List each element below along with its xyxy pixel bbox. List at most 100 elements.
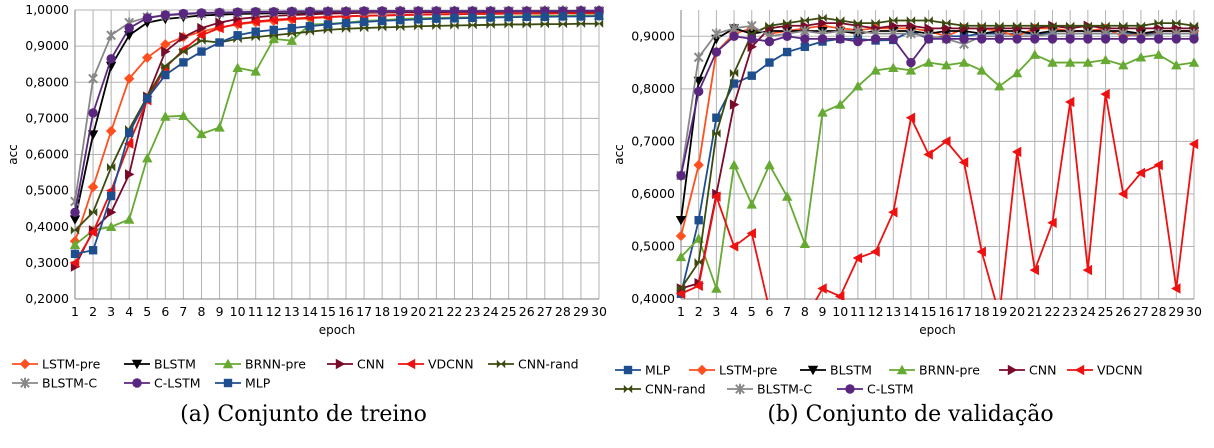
legend-marker <box>896 364 908 375</box>
point-cnn-rand-half <box>981 21 986 30</box>
x-tick-label: 5 <box>748 304 756 319</box>
point-blstm-c <box>906 28 916 39</box>
point-mlp <box>215 38 224 47</box>
point-c-lstm <box>196 8 207 18</box>
point-lstm-pre <box>87 181 99 193</box>
x-tick-label: 9 <box>216 304 224 319</box>
point-cnn-rand <box>694 258 699 267</box>
chart-panel-training: 0,2000 0,3000 0,4000 0,5000 0,6000 0,7000 0,80… <box>6 2 607 427</box>
point-cnn-rand-half <box>698 258 703 267</box>
point-mlp <box>522 12 531 22</box>
point-cnn-rand <box>1154 18 1159 28</box>
point-c-lstm <box>1189 34 1199 44</box>
point-cnn-rand <box>197 36 202 45</box>
x-tick-label: 3 <box>712 304 720 319</box>
point-mlp <box>594 11 604 21</box>
point-cnn-rand <box>558 19 563 29</box>
x-tick-label: 16 <box>938 304 954 319</box>
point-blstm-c <box>711 28 722 39</box>
point-c-lstm <box>323 6 333 17</box>
point-cnn-rand <box>1136 21 1141 30</box>
point-c-lstm <box>377 6 387 16</box>
training-accuracy-chart: 0,2000 0,3000 0,4000 0,5000 0,6000 0,7000 0,80… <box>6 2 607 391</box>
point-brnn-pre <box>1029 49 1040 59</box>
x-tick-label: 25 <box>501 304 517 319</box>
point-vdcnn <box>87 226 98 238</box>
point-cnn-rand-half <box>201 36 206 45</box>
point-brnn-pre <box>1064 57 1076 67</box>
point-cnn-rand-half <box>946 18 951 28</box>
point-blstm-c <box>693 52 704 63</box>
point-c-lstm <box>747 34 757 44</box>
point-mlp <box>143 94 152 103</box>
point-brnn-pre <box>781 191 793 201</box>
y-tick-label: 0,7000 <box>25 110 69 125</box>
point-vdcnn <box>1188 138 1199 150</box>
point-cnn-rand-half <box>75 226 80 235</box>
x-tick-label: 12 <box>868 304 884 319</box>
legend-marker <box>132 378 142 388</box>
point-vdcnn <box>941 136 951 147</box>
point-cnn-rand-half <box>928 16 933 25</box>
point-cnn-rand-half <box>418 22 423 31</box>
point-brnn-pre <box>250 66 261 76</box>
series-lstm-pre <box>69 7 605 247</box>
legend-label: CNN <box>1029 363 1056 378</box>
point-cnn-rand-half <box>472 20 477 30</box>
point-brnn-pre <box>1047 57 1058 67</box>
series-cnn-rand <box>70 19 604 235</box>
point-vdcnn <box>1135 167 1146 179</box>
point-c-lstm <box>711 47 722 57</box>
point-c-lstm <box>70 207 80 217</box>
point-c-lstm <box>977 34 987 44</box>
point-c-lstm <box>106 54 116 64</box>
point-vdcnn <box>286 13 297 24</box>
x-tick-label: 25 <box>1098 304 1114 319</box>
point-cnn-rand-half <box>875 18 880 28</box>
point-brnn-pre <box>1082 57 1094 67</box>
point-cnn-rand-half <box>1123 21 1128 30</box>
point-lstm-pre <box>675 230 687 242</box>
x-tick-label: 30 <box>1186 304 1202 319</box>
point-c-lstm <box>269 7 279 17</box>
x-tick-label: 14 <box>903 304 919 319</box>
series-cnn-rand <box>676 13 1199 293</box>
x-tick-label: 14 <box>302 304 318 319</box>
caption-validation: (b) Conjunto de validação <box>767 402 1054 427</box>
x-tick-label: 1 <box>71 304 79 319</box>
point-mlp <box>800 42 810 51</box>
point-cnn-rand <box>70 226 75 235</box>
point-cnn-rand <box>1083 21 1088 30</box>
y-tick-label: 0,8000 <box>25 74 69 89</box>
point-mlp <box>179 58 188 67</box>
point-mlp <box>576 12 586 21</box>
legend-label: BLSTM-C <box>757 382 812 397</box>
point-cnn-rand <box>871 18 876 28</box>
point-brnn-pre <box>178 110 189 121</box>
point-mlp <box>70 249 80 259</box>
point-brnn-pre <box>675 251 687 262</box>
point-cnn-rand <box>504 20 509 29</box>
legend-marker <box>222 358 234 369</box>
point-c-lstm <box>941 34 952 44</box>
point-cnn-rand-half <box>562 19 568 29</box>
x-tick-label: 28 <box>1151 304 1167 319</box>
point-cnn <box>747 41 757 52</box>
y-tick-label: 0,7000 <box>631 133 675 148</box>
point-cnn-rand-half <box>769 21 774 30</box>
point-cnn-rand <box>995 21 1000 30</box>
point-brnn-pre <box>1100 54 1111 65</box>
point-mlp <box>712 113 721 122</box>
point-cnn-rand-half <box>436 21 441 31</box>
legend-label: C-LSTM <box>154 376 201 391</box>
point-cnn <box>106 207 117 218</box>
legend-item-vdcnn: VDCNN <box>398 357 474 372</box>
legend-item-blstm: BLSTM <box>124 357 196 372</box>
legend-item-lstm-pre: LSTM-pre <box>689 363 778 378</box>
point-mlp <box>540 12 549 22</box>
x-tick-label: 20 <box>1009 304 1025 319</box>
y-axis-label: acc <box>612 144 626 165</box>
point-c-lstm <box>764 36 775 47</box>
y-axis-label: acc <box>6 144 20 165</box>
chart-panel-validation: 0,4000 0,5000 0,6000 0,7000 0,8000 0,9000 1 2 3 4… <box>607 0 1214 448</box>
